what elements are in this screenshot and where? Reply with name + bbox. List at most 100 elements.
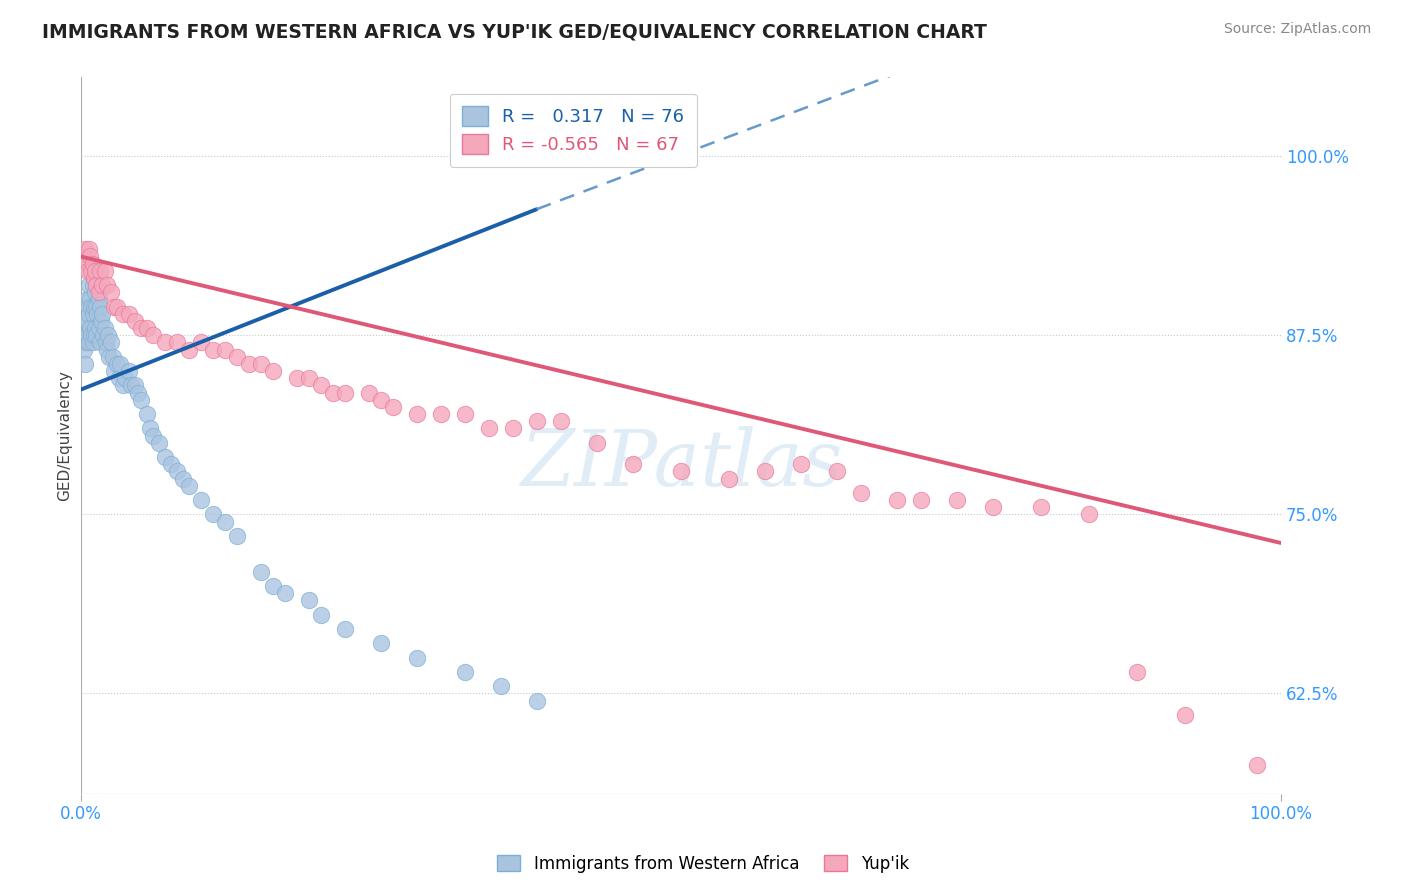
Point [1126, 665, 1149, 679]
Point [84, 264, 107, 278]
Point [94, 335, 117, 350]
Point [135, 407, 157, 421]
Point [79, 293, 101, 307]
Point [1077, 508, 1099, 522]
Point [309, 378, 332, 392]
Point [97, 328, 120, 343]
Point [225, 529, 247, 543]
Point [79, 250, 101, 264]
Point [91, 278, 114, 293]
Text: IMMIGRANTS FROM WESTERN AFRICA VS YUP'IK GED/EQUIVALENCY CORRELATION CHART: IMMIGRANTS FROM WESTERN AFRICA VS YUP'IK… [42, 22, 987, 41]
Point [910, 493, 932, 508]
Point [93, 264, 115, 278]
Point [190, 335, 212, 350]
Point [76, 335, 98, 350]
Point [333, 622, 356, 636]
Point [83, 271, 105, 285]
Point [370, 392, 392, 407]
Point [357, 385, 380, 400]
Point [177, 343, 200, 357]
Point [77, 335, 100, 350]
Point [82, 307, 104, 321]
Point [129, 321, 152, 335]
Point [429, 407, 451, 421]
Point [111, 307, 134, 321]
Point [87, 293, 110, 307]
Point [89, 264, 111, 278]
Text: Source: ZipAtlas.com: Source: ZipAtlas.com [1223, 22, 1371, 37]
Point [75, 328, 97, 343]
Point [105, 357, 128, 371]
Point [82, 257, 104, 271]
Point [117, 364, 139, 378]
Point [100, 285, 122, 300]
Point [76, 264, 98, 278]
Point [80, 300, 103, 314]
Legend: Immigrants from Western Africa, Yup'ik: Immigrants from Western Africa, Yup'ik [491, 848, 915, 880]
Point [100, 335, 122, 350]
Point [72, 250, 94, 264]
Point [489, 679, 512, 693]
Point [89, 335, 111, 350]
Point [886, 493, 908, 508]
Point [214, 343, 236, 357]
Point [201, 508, 224, 522]
Point [238, 357, 260, 371]
Point [621, 457, 644, 471]
Point [825, 464, 848, 478]
Point [141, 428, 163, 442]
Point [273, 586, 295, 600]
Point [75, 243, 97, 257]
Point [84, 285, 107, 300]
Point [105, 300, 128, 314]
Point [249, 565, 271, 579]
Point [322, 385, 344, 400]
Point [1174, 707, 1197, 722]
Point [117, 307, 139, 321]
Point [108, 371, 131, 385]
Point [405, 650, 427, 665]
Point [83, 328, 105, 343]
Point [80, 328, 103, 343]
Point [159, 457, 181, 471]
Point [76, 314, 98, 328]
Point [177, 478, 200, 492]
Point [297, 371, 319, 385]
Point [96, 278, 118, 293]
Point [309, 607, 332, 622]
Point [669, 464, 692, 478]
Point [86, 307, 108, 321]
Point [262, 364, 284, 378]
Point [76, 328, 98, 343]
Point [87, 321, 110, 335]
Point [87, 285, 110, 300]
Point [381, 400, 404, 414]
Point [80, 264, 103, 278]
Point [981, 500, 1004, 515]
Point [139, 421, 162, 435]
Point [502, 421, 524, 435]
Point [1029, 500, 1052, 515]
Point [124, 314, 146, 328]
Point [127, 385, 149, 400]
Point [585, 435, 607, 450]
Point [91, 328, 114, 343]
Point [84, 328, 107, 343]
Point [76, 257, 98, 271]
Point [214, 515, 236, 529]
Point [148, 435, 170, 450]
Point [141, 328, 163, 343]
Point [370, 636, 392, 650]
Point [754, 464, 776, 478]
Point [73, 343, 96, 357]
Point [201, 343, 224, 357]
Point [73, 321, 96, 335]
Point [297, 593, 319, 607]
Point [77, 307, 100, 321]
Point [166, 464, 188, 478]
Point [249, 357, 271, 371]
Point [84, 300, 107, 314]
Point [114, 371, 136, 385]
Point [153, 335, 176, 350]
Point [153, 450, 176, 464]
